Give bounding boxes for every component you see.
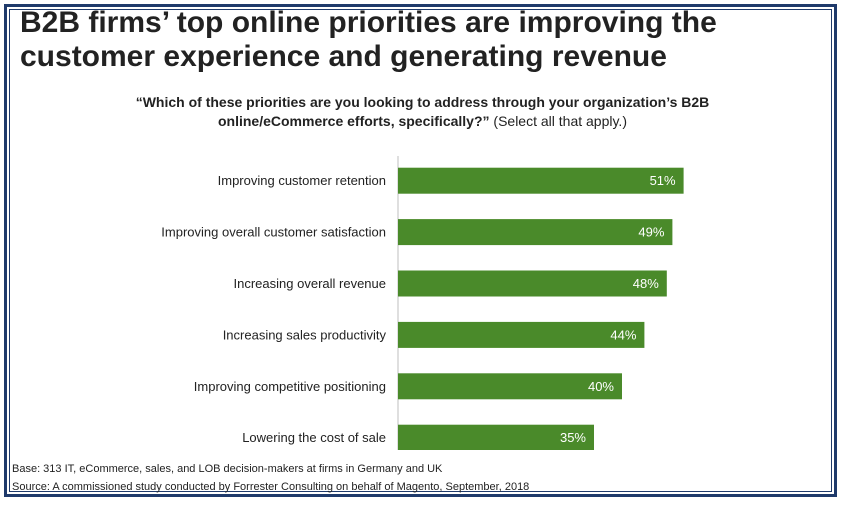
value-label-2: 49%: [638, 225, 664, 240]
survey-question: “Which of these priorities are you looki…: [0, 93, 845, 131]
value-label-1: 51%: [650, 173, 676, 188]
value-label-6: 35%: [560, 430, 586, 445]
chart-title-line-2: customer experience and generating reven…: [20, 40, 667, 73]
bar-chart-svg: Improving customer retention 51% Improving…: [161, 156, 684, 450]
footnote-source: Source: A commissioned study conducted b…: [12, 481, 530, 493]
survey-question-note: (Select all that apply.): [493, 113, 627, 129]
bar-2: [398, 219, 673, 246]
survey-question-text: “Which of these priorities are you looki…: [135, 94, 710, 129]
category-label-6: Lowering the cost of sale: [242, 430, 386, 445]
value-label-5: 40%: [588, 379, 614, 394]
chart-frame: [4, 4, 837, 497]
category-label-4: Increasing sales productivity: [223, 327, 387, 342]
value-label-4: 44%: [610, 327, 636, 342]
chart-title-line-1: B2B firms’ top online priorities are imp…: [20, 6, 717, 39]
chart-title: B2B firms’ top online priorities are imp…: [20, 6, 830, 74]
category-label-2: Improving overall customer satisfaction: [161, 225, 386, 240]
bar-5: [398, 373, 622, 400]
category-label-5: Improving competitive positioning: [194, 379, 386, 394]
bar-1: [398, 167, 684, 194]
value-label-3: 48%: [633, 276, 659, 291]
category-label-3: Increasing overall revenue: [234, 276, 386, 291]
footnote-base: Base: 313 IT, eCommerce, sales, and LOB …: [12, 463, 443, 475]
bar-chart: Improving customer retention 51% Improving…: [0, 140, 845, 450]
bar-3: [398, 270, 667, 297]
category-label-1: Improving customer retention: [218, 173, 386, 188]
bar-4: [398, 321, 645, 348]
chart-frame-inner-border: [9, 9, 832, 492]
bar-6: [398, 424, 594, 450]
